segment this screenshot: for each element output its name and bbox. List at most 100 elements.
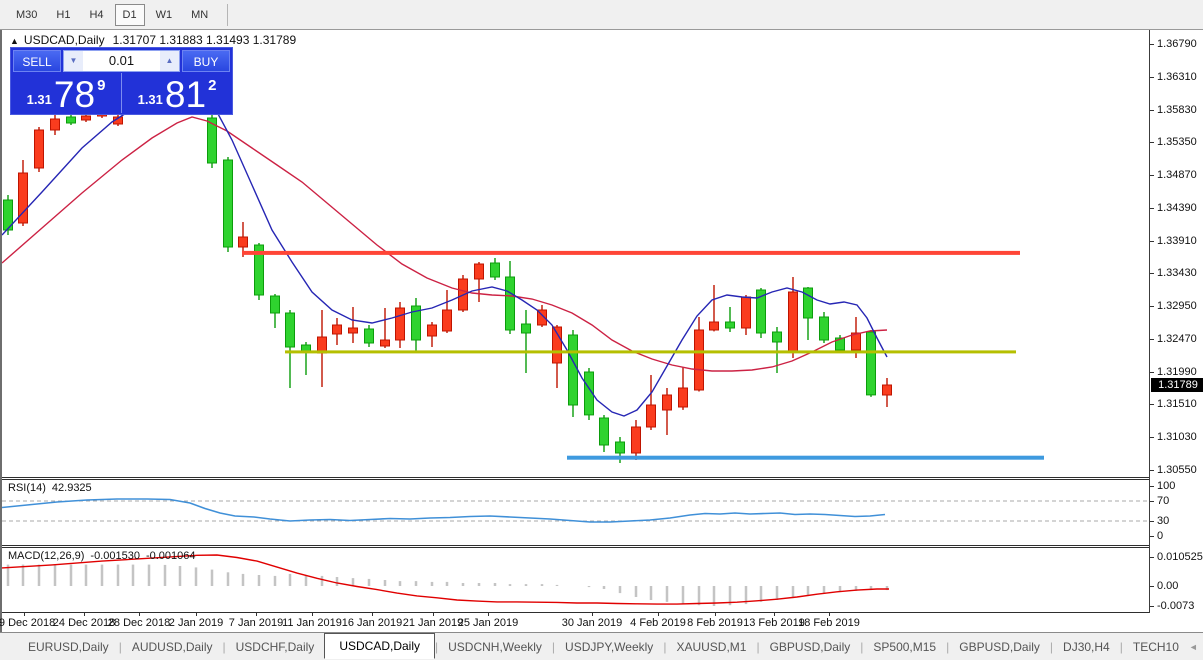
- rsi-axis-label: 0: [1157, 530, 1164, 542]
- candle: [662, 388, 672, 435]
- chart-tab-usdcnh-weekly[interactable]: USDCNH,Weekly: [448, 639, 542, 654]
- tab-divider: |: [860, 639, 864, 654]
- candle: [646, 375, 656, 430]
- candle: [490, 258, 500, 280]
- macd-axis-label: 0.00: [1157, 580, 1179, 592]
- toolbar-separator: [227, 3, 229, 26]
- lot-decrease-icon[interactable]: ▼: [64, 51, 83, 71]
- timeframe-button-h1[interactable]: H1: [56, 8, 71, 21]
- date-axis-label: 7 Jan 2019: [228, 617, 284, 629]
- current-price-tag: 1.31789: [1151, 378, 1203, 392]
- timeframe-toolbar: M30 H1 H4 D1 W1 MN: [0, 0, 1203, 30]
- timeframe-button-h4[interactable]: H4: [89, 8, 104, 21]
- chart-tab-dj30-h4[interactable]: DJ30,H4: [1063, 639, 1110, 654]
- timeframe-button-w1[interactable]: W1: [155, 8, 173, 21]
- candle: [521, 310, 531, 373]
- date-axis-tick: [84, 613, 85, 616]
- candle: [81, 114, 91, 122]
- horizontal-line[interactable]: [242, 250, 1020, 255]
- lot-size-field[interactable]: 0.01: [108, 53, 135, 68]
- tab-divider: |: [1049, 639, 1054, 654]
- price-axis-label: 1.35830: [1157, 104, 1197, 116]
- rsi-label: RSI(14) 42.9325: [8, 482, 98, 494]
- date-axis-label: 13 Feb 2019: [743, 617, 805, 629]
- candle: [50, 115, 60, 135]
- sell-price-prefix: 1.31: [26, 92, 52, 107]
- chart-tab-tech10[interactable]: TECH10: [1132, 639, 1179, 654]
- panel-splitter[interactable]: [2, 477, 1203, 480]
- macd-axis-tick: [1150, 606, 1154, 607]
- timeframe-button-m30[interactable]: M30: [16, 8, 38, 21]
- candle: [411, 298, 421, 352]
- horizontal-line[interactable]: [285, 350, 1016, 354]
- panel-splitter[interactable]: [2, 545, 1203, 548]
- price-axis-label: 1.33430: [1157, 267, 1197, 279]
- date-axis-tick: [774, 613, 775, 616]
- rsi-panel: RSI(14) 42.9325: [2, 480, 1149, 545]
- chart-tab-gbpusd-daily[interactable]: GBPUSD,Daily: [769, 639, 851, 654]
- price-axis-label: 1.31030: [1157, 431, 1197, 443]
- macd-signal-value: -0.001064: [145, 550, 196, 562]
- chart-tab-audusd-daily[interactable]: AUDUSD,Daily: [131, 639, 213, 654]
- buy-button[interactable]: BUY: [182, 50, 230, 72]
- tab-divider: |: [756, 639, 760, 654]
- candle: [285, 310, 295, 388]
- chart-tab-eurusd-daily[interactable]: EURUSD,Daily: [28, 639, 109, 654]
- chart-tab-usdjpy-weekly[interactable]: USDJPY,Weekly: [565, 639, 654, 654]
- candle: [332, 318, 342, 345]
- price-axis-tick: [1150, 241, 1154, 242]
- sell-price-display[interactable]: 1.31 78 9: [11, 73, 121, 113]
- timeframe-button-mn[interactable]: MN: [191, 8, 209, 21]
- macd-axis-tick: [1150, 557, 1154, 558]
- rsi-axis-label: 30: [1157, 515, 1170, 527]
- price-axis-tick: [1150, 470, 1154, 471]
- tab-scroll-left-icon[interactable]: ◄: [1188, 641, 1198, 652]
- timeframe-button-d1[interactable]: D1: [114, 3, 145, 26]
- date-axis-label: 19 Dec 2018: [0, 617, 56, 629]
- buy-price-display[interactable]: 1.31 81 2: [121, 73, 232, 113]
- rsi-axis-tick: [1150, 536, 1154, 537]
- tab-divider: |: [435, 639, 439, 654]
- candle: [882, 378, 892, 407]
- price-axis-tick: [1150, 404, 1154, 405]
- candle: [395, 302, 405, 348]
- candle: [364, 325, 374, 347]
- chart-title: ▲ USDCAD,Daily 1.31707 1.31883 1.31493 1.3…: [10, 33, 296, 47]
- date-axis-tick: [592, 613, 593, 616]
- price-axis-tick: [1150, 208, 1154, 209]
- candle: [317, 310, 327, 387]
- chart-tab-sp500-m15[interactable]: SP500,M15: [873, 639, 937, 654]
- candle: [725, 307, 735, 332]
- candle: [584, 368, 594, 420]
- horizontal-line[interactable]: [567, 455, 1044, 460]
- candle: [866, 330, 876, 397]
- sell-price-main: 78: [53, 73, 96, 115]
- date-axis-label: 11 Jan 2019: [282, 617, 342, 629]
- date-axis-label: 18 Feb 2019: [798, 617, 860, 629]
- candle: [442, 290, 452, 333]
- candle: [709, 285, 719, 332]
- date-axis-label: 24 Dec 2018: [52, 617, 116, 629]
- date-axis-tick: [715, 613, 716, 616]
- date-axis-tick: [139, 613, 140, 616]
- date-axis-tick: [488, 613, 489, 616]
- buy-price-prefix: 1.31: [137, 92, 163, 107]
- price-axis-label: 1.36310: [1157, 71, 1197, 83]
- price-axis-tick: [1150, 142, 1154, 143]
- sell-button[interactable]: SELL: [13, 50, 61, 72]
- rsi-chart: [2, 498, 1149, 523]
- date-axis-tick: [256, 613, 257, 616]
- lot-size-spinner: ▼ 0.01 ▲: [63, 50, 180, 72]
- chart-tab-xauusd-m1[interactable]: XAUUSD,M1: [676, 639, 747, 654]
- price-axis-tick: [1150, 306, 1154, 307]
- price-axis-label: 1.36790: [1157, 38, 1197, 50]
- rsi-value: 42.9325: [51, 482, 92, 494]
- lot-increase-icon[interactable]: ▲: [160, 51, 179, 71]
- chart-tab-usdcad-daily[interactable]: USDCAD,Daily: [324, 632, 435, 659]
- collapse-triangle-icon[interactable]: ▲: [10, 36, 19, 46]
- chart-tab-gbpusd-daily[interactable]: GBPUSD,Daily: [959, 639, 1040, 654]
- chart-tab-usdchf-daily[interactable]: USDCHF,Daily: [235, 639, 315, 654]
- macd-main-value: -0.001530: [90, 550, 140, 562]
- candle: [678, 367, 688, 410]
